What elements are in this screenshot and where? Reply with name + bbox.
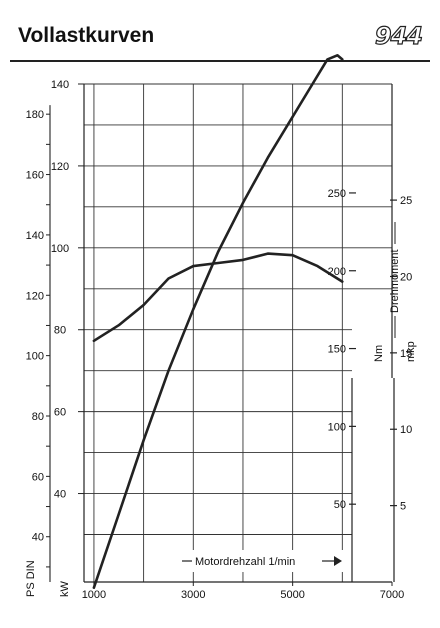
kw-tick-label: 100 xyxy=(51,243,69,255)
torque-point xyxy=(242,259,244,261)
nm-axis-title: Nm xyxy=(373,345,385,362)
power-point xyxy=(242,201,244,204)
power-point xyxy=(267,156,269,159)
x-tick-label: 1000 xyxy=(82,589,106,601)
kw-tick-label: 60 xyxy=(54,407,66,419)
ps-tick-label: 180 xyxy=(26,109,44,121)
power-point xyxy=(167,369,170,372)
torque-point xyxy=(142,304,145,306)
x-tick-label: 3000 xyxy=(181,589,205,601)
nm-tick-label: 50 xyxy=(334,499,346,511)
torque-point xyxy=(167,277,170,280)
power-point xyxy=(93,586,95,589)
torque-point xyxy=(93,339,95,342)
x-tick-label: 7000 xyxy=(380,589,404,601)
x-axis-title: Motordrehzahl 1/min xyxy=(195,556,295,568)
power-point xyxy=(291,115,294,118)
ps-tick-label: 100 xyxy=(26,351,44,363)
torque-point xyxy=(316,265,319,267)
torque-point xyxy=(117,324,120,327)
torque-point xyxy=(267,252,269,255)
mkp-tick-label: 10 xyxy=(400,424,412,436)
power-point xyxy=(192,308,195,311)
power-point xyxy=(336,54,339,57)
page-title: Vollastkurven xyxy=(18,24,155,47)
torque-point xyxy=(192,265,195,267)
torque-point xyxy=(217,262,219,264)
x-axis-label-bg xyxy=(178,550,344,572)
grid xyxy=(84,83,392,582)
power-point xyxy=(142,439,145,442)
mkp-tick-label: 20 xyxy=(400,271,412,283)
power-point xyxy=(117,513,120,515)
kw-tick-label: 120 xyxy=(51,161,69,173)
header-rule xyxy=(10,60,430,62)
ps-axis-title: PS DIN xyxy=(25,560,37,597)
kw-tick-label: 40 xyxy=(54,489,66,501)
mkp-tick-label: 5 xyxy=(400,501,406,513)
torque-curve xyxy=(92,252,344,343)
x-axis-arrow-head xyxy=(334,556,342,566)
model-badge: 944 xyxy=(374,21,423,50)
power-point xyxy=(341,58,344,61)
series-group xyxy=(92,54,344,589)
mkp-tick-label: 25 xyxy=(400,195,412,207)
power-point xyxy=(326,58,329,61)
axes: 40 60 80 100 120 140 160 180 40 60 80 100 120 140 1000… xyxy=(26,79,413,601)
ps-tick-label: 140 xyxy=(26,230,44,242)
ps-tick-label: 60 xyxy=(32,471,44,483)
power-curve xyxy=(92,54,344,589)
ps-tick-label: 120 xyxy=(26,290,44,302)
x-tick-label: 5000 xyxy=(280,589,304,601)
nm-tick-label: 200 xyxy=(328,266,346,278)
torque-point xyxy=(341,280,344,283)
power-point xyxy=(217,251,219,253)
ps-tick-label: 40 xyxy=(32,532,44,544)
power-point xyxy=(311,83,314,85)
ps-tick-label: 160 xyxy=(26,170,44,182)
ps-tick-label: 80 xyxy=(32,411,44,423)
kw-tick-label: 80 xyxy=(54,325,66,337)
nm-tick-label: 150 xyxy=(328,344,346,356)
mkp-axis-title: mkp xyxy=(405,341,417,362)
nm-tick-label: 250 xyxy=(328,188,346,200)
kw-tick-label: 140 xyxy=(51,79,69,91)
torque-point xyxy=(291,254,294,256)
kw-axis-title: kW xyxy=(59,581,71,598)
torque-axis-title: Drehmoment xyxy=(389,249,401,313)
nm-tick-label: 100 xyxy=(328,421,346,433)
mkp-tick-label: 15 xyxy=(400,348,412,360)
